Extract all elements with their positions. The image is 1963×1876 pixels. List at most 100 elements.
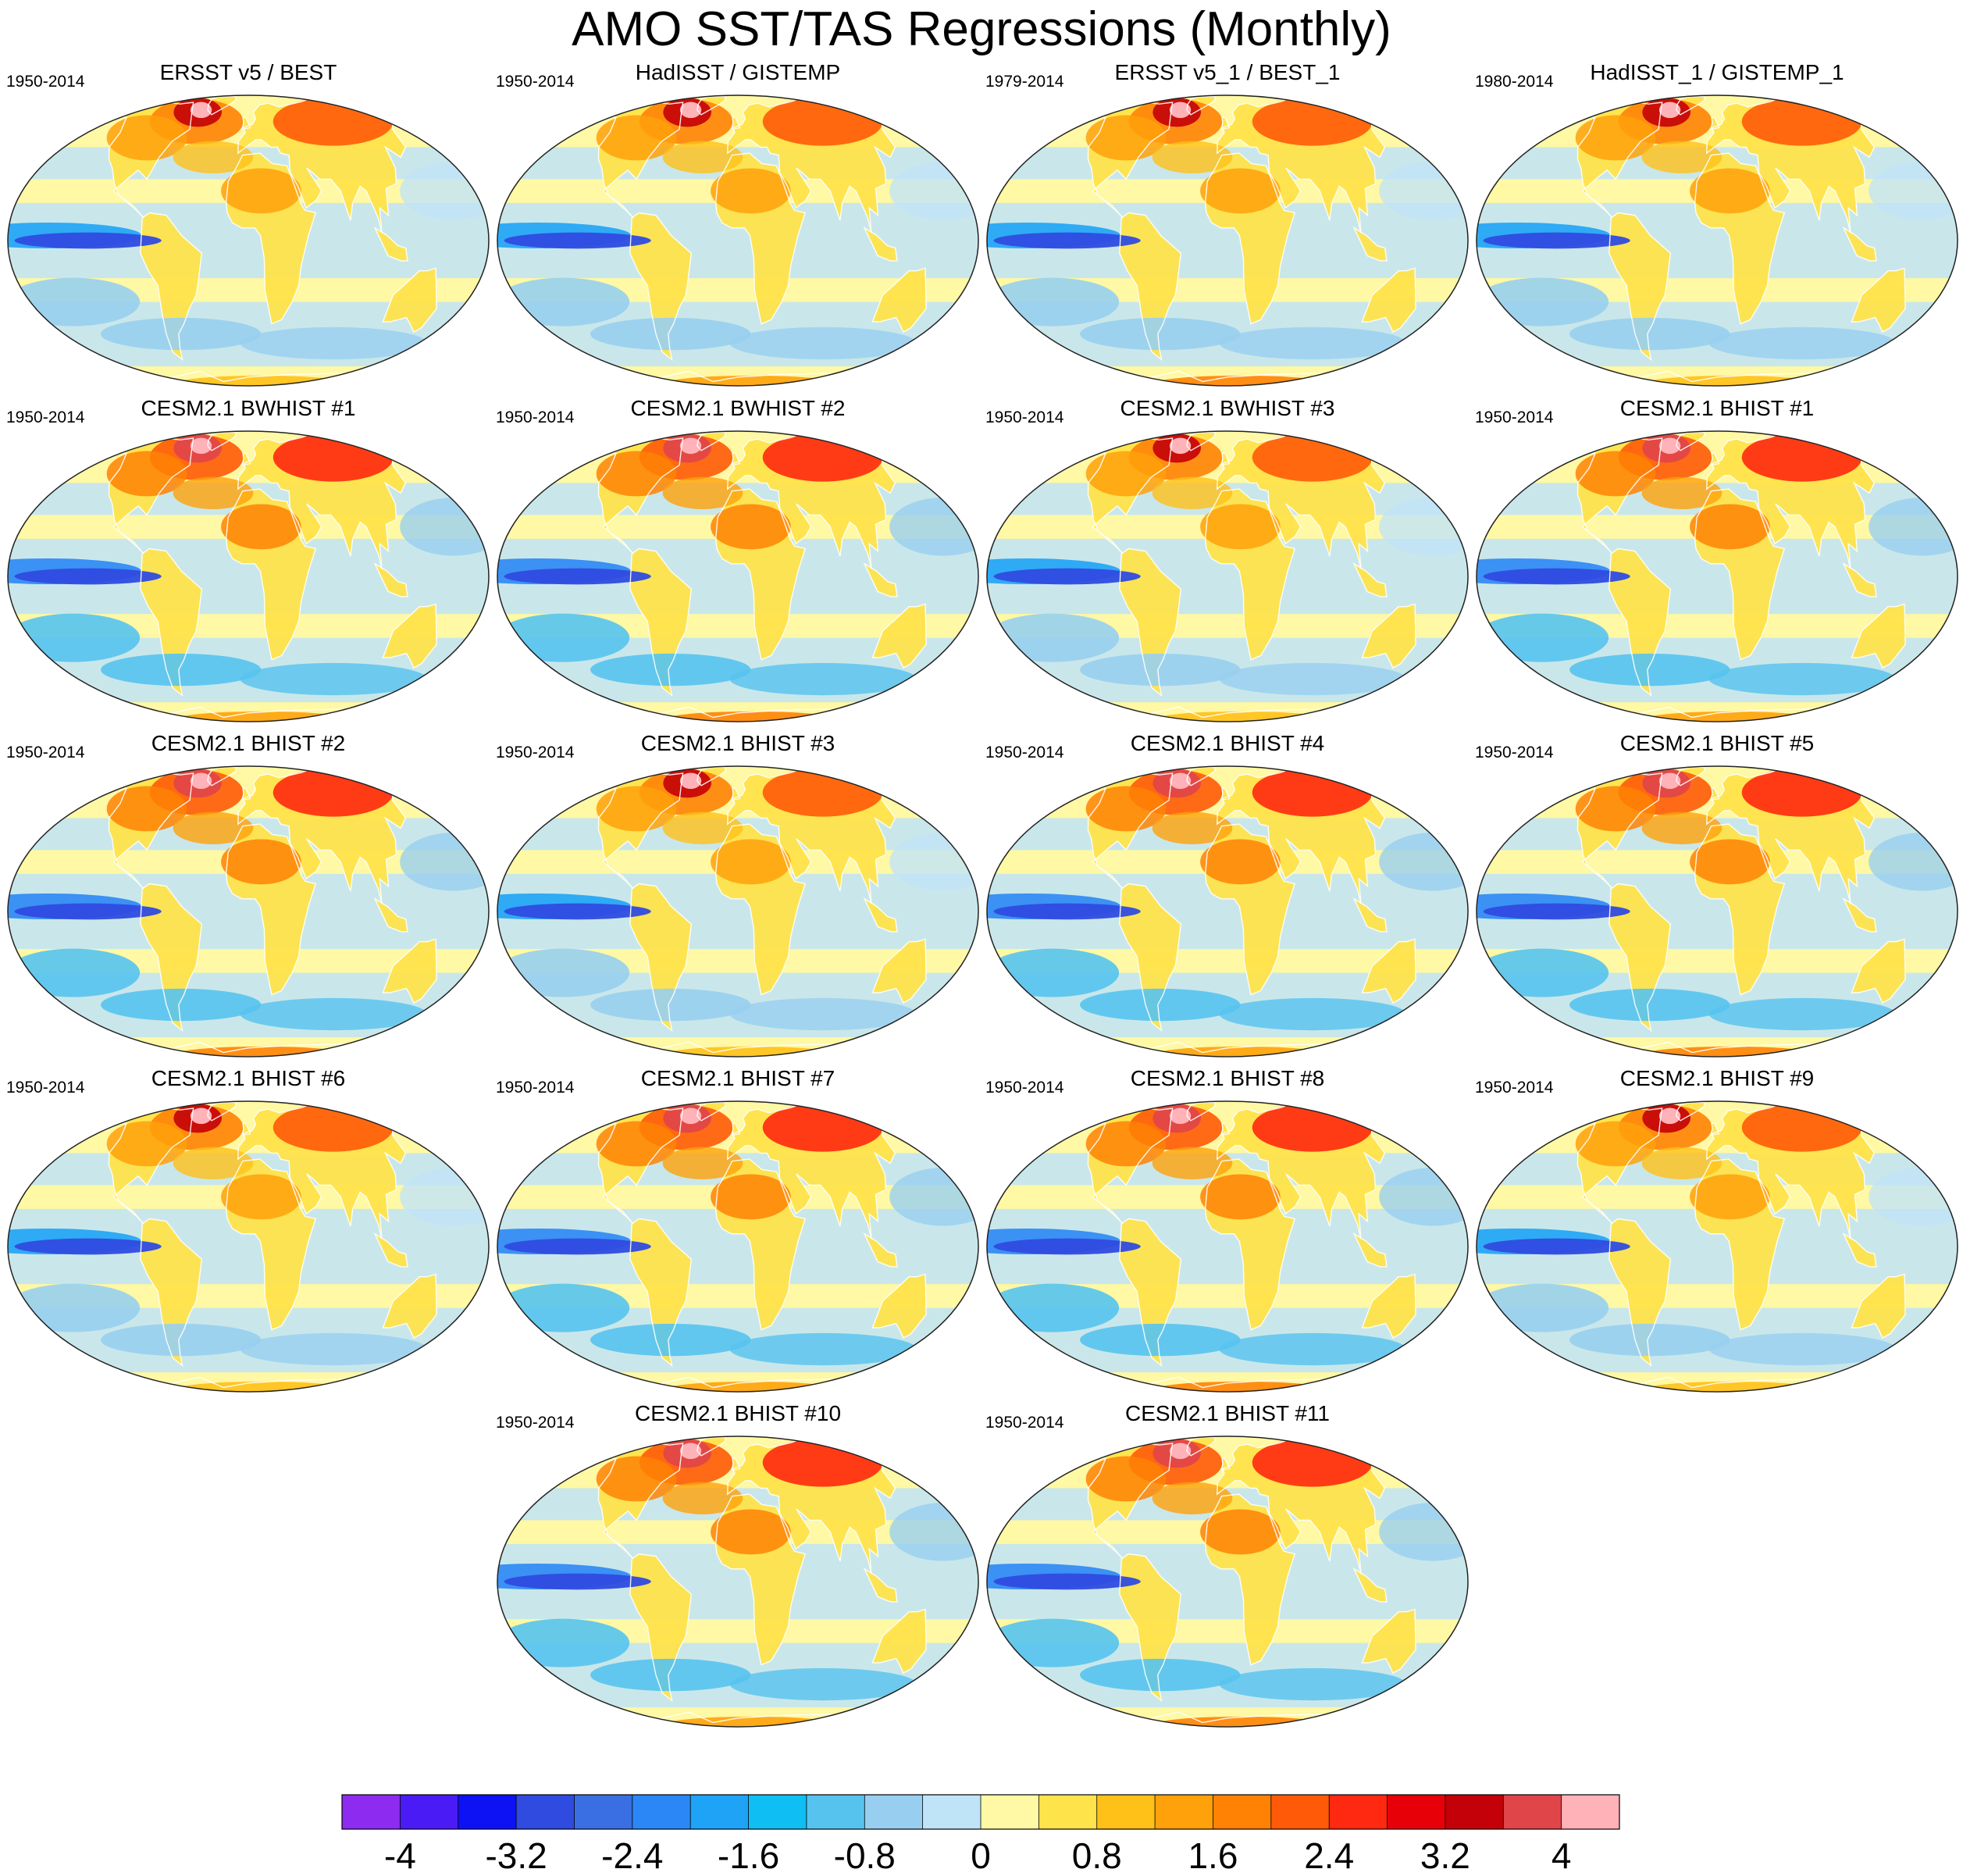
world-map (7, 430, 490, 722)
land-south-america (1609, 883, 1671, 1031)
colorbar-label: -1.6 (718, 1835, 779, 1876)
field-contour (101, 653, 262, 687)
field-contour (1200, 168, 1281, 214)
coastline-indonesia (373, 226, 408, 262)
land-indonesia (1844, 227, 1876, 261)
colorbar-swatch (458, 1795, 517, 1829)
land-south-america (629, 883, 692, 1031)
panel-title: CESM2.1 BHIST #2 (151, 731, 346, 755)
field-contour (1708, 662, 1897, 696)
colorbar-swatch (690, 1795, 750, 1829)
coastline-australia (382, 1273, 437, 1339)
land-south-america (1119, 1553, 1181, 1701)
coastline-greenland (207, 95, 237, 116)
coastline-africa (1694, 152, 1786, 325)
panel-title: CESM2.1 BHIST #7 (640, 1066, 835, 1090)
field-contour (662, 1482, 743, 1514)
field-contour (1152, 141, 1233, 173)
field-contour (1080, 653, 1241, 687)
map-panel: CESM2.1 BHIST #5 1950-2014 (1475, 730, 1959, 1058)
coastline-australia (871, 1273, 927, 1339)
world-map (986, 95, 1469, 387)
field-contour (596, 786, 677, 832)
regression-field (497, 1101, 978, 1392)
panel-title: HadISST / GISTEMP (635, 60, 841, 84)
figure-title: AMO SST/TAS Regressions (Monthly) (572, 2, 1391, 56)
coastline-greenland (207, 766, 237, 786)
field-contour (240, 662, 428, 696)
coastline-africa (714, 1158, 807, 1331)
field-contour (504, 1238, 651, 1255)
coastline-uk (241, 116, 251, 130)
coastline-uk (1220, 452, 1231, 466)
field-contour (1690, 839, 1770, 885)
field-contour (590, 1658, 751, 1692)
coastline-north-america (1573, 437, 1663, 555)
coastline-south-america (140, 883, 203, 1033)
field-contour (993, 232, 1141, 249)
coastline-australia (1851, 1273, 1906, 1339)
coastline-antarctica (608, 1711, 867, 1727)
land-indonesia (1844, 1233, 1876, 1267)
field-contour (173, 1147, 254, 1179)
coastline-australia (871, 938, 927, 1004)
field-contour (1569, 1323, 1730, 1357)
coastline-north-america (104, 102, 194, 219)
coastline-greenland (696, 95, 726, 116)
colorbar-label: -2.4 (601, 1835, 663, 1876)
coastline-indonesia (1352, 562, 1388, 597)
field-contour (1690, 504, 1770, 550)
field-contour (1080, 1658, 1241, 1692)
coastline-africa (225, 152, 317, 325)
regression-field (987, 766, 1468, 1057)
world-map (497, 765, 979, 1057)
field-contour (1708, 997, 1897, 1031)
colorbar-swatch (748, 1795, 807, 1829)
map-outline (986, 95, 1469, 387)
map-panel: CESM2.1 BHIST #3 1950-2014 (496, 730, 980, 1058)
coastline-eurasia (726, 1439, 896, 1575)
field-contour (497, 613, 630, 662)
panel-period: 1950-2014 (496, 408, 575, 426)
coastline-north-america (104, 437, 194, 555)
field-contour (993, 903, 1141, 920)
land-indonesia (1844, 898, 1876, 932)
land-indonesia (1354, 227, 1387, 261)
world-map (1476, 95, 1958, 387)
coastline-indonesia (1842, 1232, 1877, 1268)
coastline-australia (1361, 267, 1416, 333)
coastline-uk (731, 452, 741, 466)
map-outline (7, 95, 490, 387)
coastline-australia (871, 267, 927, 333)
field-contour (8, 613, 141, 662)
field-contour (8, 1283, 141, 1332)
land-indonesia (1354, 898, 1387, 932)
colorbar-label: 3.2 (1420, 1835, 1470, 1876)
field-contour (1641, 141, 1723, 173)
coastline-north-america (1083, 437, 1174, 555)
map-outline (7, 765, 490, 1057)
coastline-greenland (1186, 431, 1216, 451)
panel-title: ERSST v5 / BEST (159, 60, 337, 84)
map-outline (497, 430, 979, 722)
map-panel: CESM2.1 BHIST #7 1950-2014 (496, 1065, 980, 1393)
coastline-greenland (1676, 95, 1705, 116)
coastline-south-america (1119, 547, 1182, 697)
map-outline (497, 1436, 979, 1728)
field-contour (106, 1121, 187, 1167)
land-south-america (629, 1553, 692, 1701)
coastline-australia (1361, 603, 1416, 669)
field-contour (1477, 277, 1609, 326)
coastline-south-america (1119, 1553, 1182, 1703)
colorbar-swatch (1387, 1795, 1446, 1829)
map-outline (986, 1436, 1469, 1728)
field-contour (1708, 1332, 1897, 1366)
field-contour (1152, 476, 1233, 509)
panel-title: CESM2.1 BHIST #5 (1619, 731, 1815, 755)
colorbar-swatch (806, 1795, 865, 1829)
field-contour (1200, 504, 1281, 550)
coastline-north-america (1083, 1443, 1174, 1560)
coastline-uk (241, 452, 251, 466)
colorbar-swatch (632, 1795, 691, 1829)
map-panel: CESM2.1 BWHIST #1 1950-2014 (6, 395, 490, 723)
